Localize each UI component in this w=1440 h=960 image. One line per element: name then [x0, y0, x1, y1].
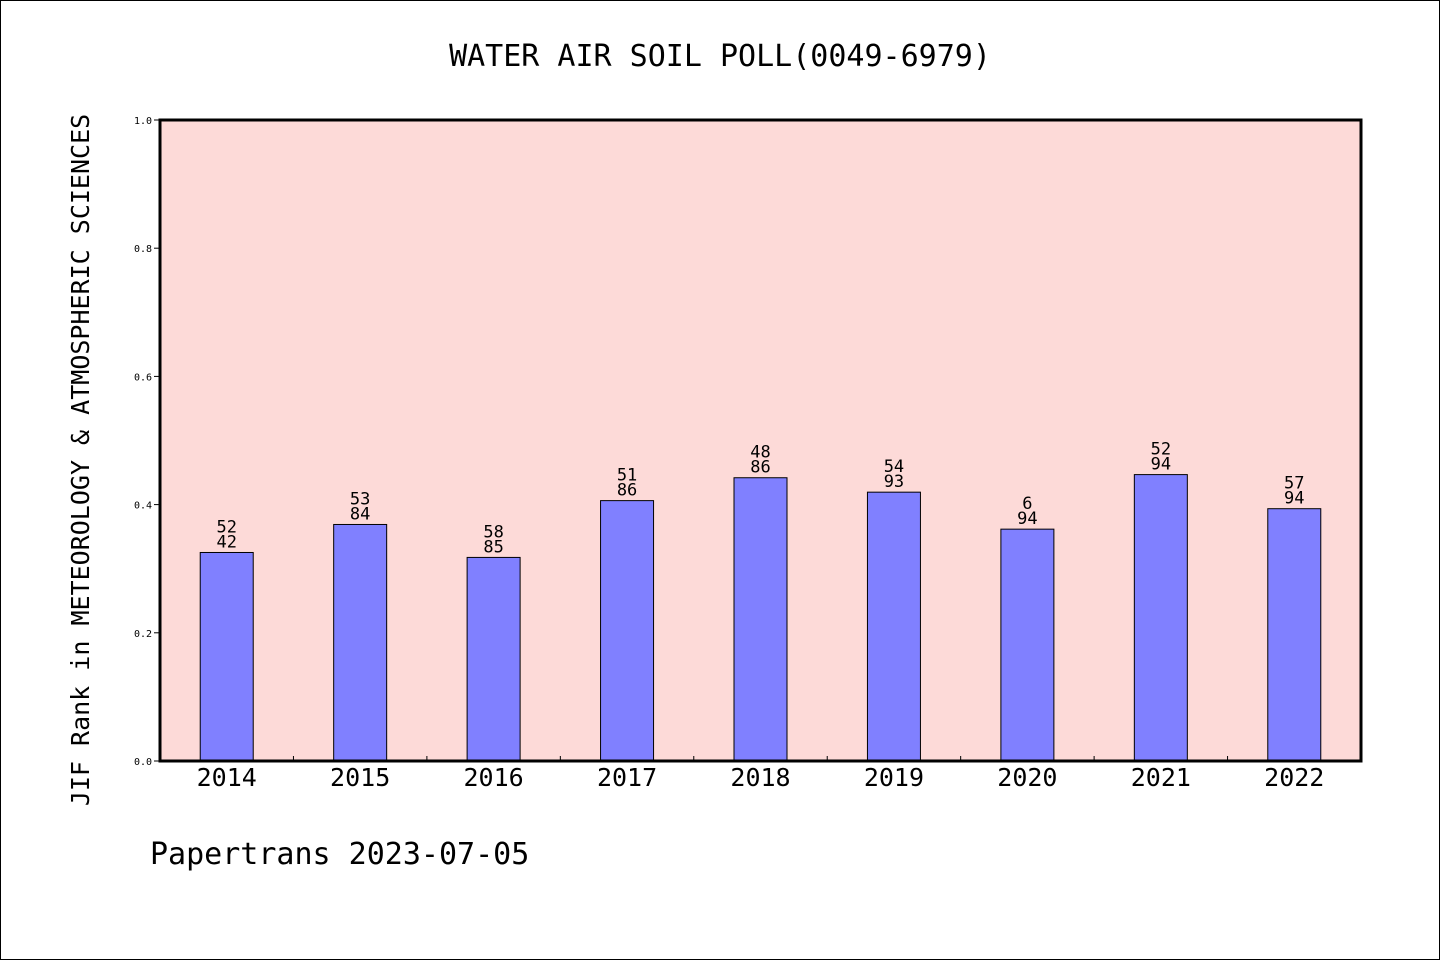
bar-label-bottom: 93 [884, 472, 904, 492]
bar [199, 551, 254, 762]
bar [866, 491, 921, 762]
x-tick-label: 2022 [1264, 763, 1324, 792]
bar [600, 500, 655, 762]
footer-text: Papertrans 2023-07-05 [150, 837, 529, 872]
bar-label-bottom: 85 [483, 537, 503, 557]
y-tick-label: 0.6 [134, 372, 152, 383]
bar-label-top: 52 [216, 517, 236, 537]
x-tick-label: 2016 [464, 763, 524, 792]
y-tick-label: 0.4 [134, 501, 152, 512]
bar-label-bottom: 84 [350, 504, 370, 524]
x-tick-label: 2020 [997, 763, 1057, 792]
bar-label-top: 53 [350, 489, 370, 509]
x-tick-label: 2017 [597, 763, 657, 792]
x-tick-label: 2018 [730, 763, 790, 792]
y-tick-label: 1.0 [134, 116, 152, 127]
bar-label-bottom: 86 [750, 458, 770, 478]
bar [1267, 508, 1322, 762]
bar-label-bottom: 94 [1017, 509, 1037, 529]
bar [1133, 474, 1188, 762]
x-tick-label: 2014 [197, 763, 257, 792]
bar-label-bottom: 86 [617, 481, 637, 501]
bar-label-bottom: 42 [216, 532, 236, 552]
plot-border [158, 118, 1363, 763]
bar-label-top: 54 [884, 457, 904, 477]
y-tick-label: 0.0 [134, 757, 152, 768]
bar [466, 556, 521, 762]
y-tick-label: 0.2 [134, 629, 152, 640]
y-axis-label: JIF Rank in METEOROLOGY & ATMOSPHERIC SC… [66, 114, 95, 806]
bar [333, 523, 388, 762]
bar-label-top: 58 [483, 522, 503, 542]
bar-label-top: 6 [1022, 494, 1032, 514]
x-tick-label: 2019 [864, 763, 924, 792]
x-tick-label: 2021 [1131, 763, 1191, 792]
bar-label-bottom: 94 [1151, 455, 1171, 475]
y-tick-label: 0.8 [134, 244, 152, 255]
x-tick-label: 2015 [330, 763, 390, 792]
bar-label-top: 48 [750, 443, 770, 463]
bar [1000, 528, 1055, 762]
chart-title: WATER AIR SOIL POLL(0049-6979) [449, 39, 991, 74]
bar-label-bottom: 94 [1284, 489, 1304, 509]
bar-label-top: 57 [1284, 474, 1304, 494]
bar-label-top: 51 [617, 466, 637, 486]
bar [733, 477, 788, 762]
bar-label-top: 52 [1151, 440, 1171, 460]
